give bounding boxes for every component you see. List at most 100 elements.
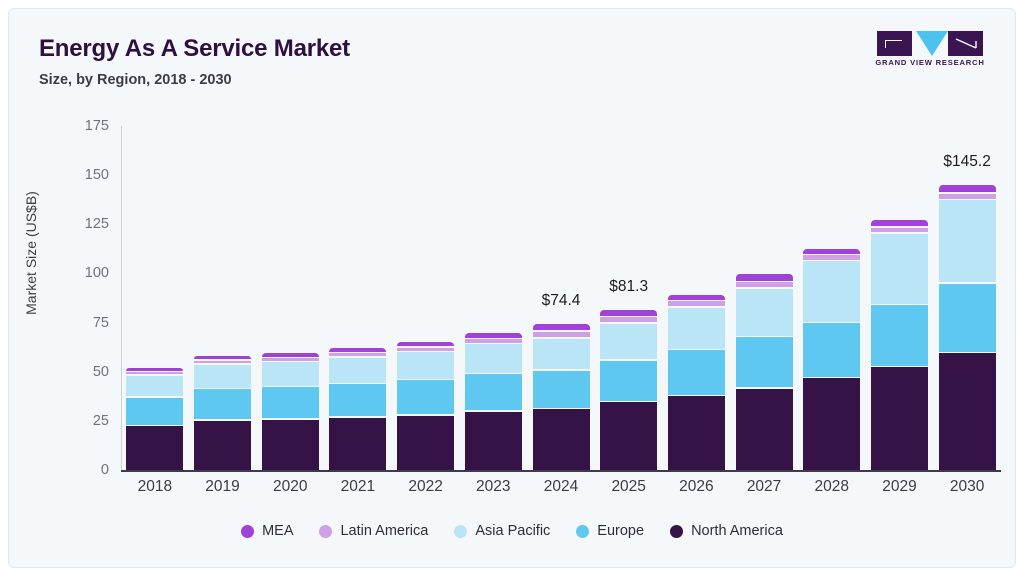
bar-segment[interactable]	[803, 248, 861, 254]
bar-segment[interactable]	[938, 353, 996, 470]
bar-group[interactable]: 2020	[261, 126, 319, 495]
bar-segment[interactable]	[735, 336, 793, 388]
bar-segment[interactable]	[735, 288, 793, 336]
bar-segment[interactable]	[938, 184, 996, 193]
bar-segment[interactable]	[735, 274, 793, 281]
bar-segment[interactable]	[329, 353, 387, 357]
bar-segment[interactable]	[600, 310, 658, 316]
bar-segment[interactable]	[600, 402, 658, 470]
bar-segment[interactable]	[938, 193, 996, 199]
bar-segment[interactable]	[329, 417, 387, 470]
bar-segment[interactable]	[464, 333, 522, 338]
legend-item[interactable]: North America	[670, 523, 783, 539]
bar-segment[interactable]	[938, 200, 996, 283]
bar-segment[interactable]	[126, 426, 184, 470]
bar-segment[interactable]	[600, 323, 658, 360]
bar-group[interactable]: 2023	[464, 126, 522, 495]
bar-segment[interactable]	[261, 419, 319, 470]
bar-segment[interactable]	[194, 389, 252, 420]
stacked-bar[interactable]	[735, 274, 793, 470]
stacked-bar[interactable]	[532, 323, 590, 470]
bar-group[interactable]: $74.4 2024	[532, 126, 590, 495]
stacked-bar[interactable]	[938, 184, 996, 470]
legend-item[interactable]: Europe	[576, 523, 644, 539]
legend-item[interactable]: Asia Pacific	[454, 523, 550, 539]
bar-segment[interactable]	[667, 301, 725, 307]
bar-segment[interactable]	[261, 358, 319, 361]
stacked-bar[interactable]	[600, 310, 658, 470]
bar-segment[interactable]	[735, 388, 793, 470]
stacked-bar[interactable]	[464, 333, 522, 470]
bar-group[interactable]: 2022	[397, 126, 455, 495]
legend-item[interactable]: Latin America	[319, 523, 428, 539]
bar-segment[interactable]	[397, 347, 455, 352]
bar-group[interactable]: 2021	[329, 126, 387, 495]
bar-segment[interactable]	[126, 372, 184, 375]
bar-segment[interactable]	[600, 360, 658, 402]
bar-segment[interactable]	[464, 338, 522, 343]
bar-segment[interactable]	[261, 352, 319, 357]
bar-group[interactable]: 2029	[870, 126, 928, 495]
bar-segment[interactable]	[938, 283, 996, 352]
legend-item[interactable]: MEA	[241, 523, 293, 539]
stacked-bar[interactable]	[194, 355, 252, 470]
bar-segment[interactable]	[803, 378, 861, 470]
bar-group[interactable]: $81.3 2025	[600, 126, 658, 495]
bar-segment[interactable]	[667, 396, 725, 470]
bar-segment[interactable]	[870, 227, 928, 233]
bar-group[interactable]: 2026	[667, 126, 725, 495]
bar-segment[interactable]	[194, 360, 252, 364]
bar-segment[interactable]	[870, 304, 928, 367]
stacked-bar[interactable]	[803, 248, 861, 470]
stacked-bar[interactable]	[397, 342, 455, 470]
bar-group[interactable]: $145.2 2030	[938, 126, 996, 495]
bar-group[interactable]: 2027	[735, 126, 793, 495]
bar-segment[interactable]	[261, 362, 319, 386]
bar-segment[interactable]	[464, 411, 522, 470]
bar-segment[interactable]	[532, 370, 590, 408]
bar-segment[interactable]	[329, 348, 387, 353]
stacked-bar[interactable]	[870, 220, 928, 470]
bar-segment[interactable]	[532, 409, 590, 470]
bar-segment[interactable]	[194, 420, 252, 470]
logo-text: GRAND VIEW RESEARCH	[875, 58, 985, 67]
bar-segment[interactable]	[126, 397, 184, 425]
y-axis-ticks: 0 25 50 75 100 125 150 175	[39, 118, 109, 478]
bar-segment[interactable]	[397, 415, 455, 470]
bar-segment[interactable]	[126, 375, 184, 397]
bar-segment[interactable]	[464, 374, 522, 411]
bar-segment[interactable]	[397, 352, 455, 379]
stacked-bar[interactable]	[126, 367, 184, 470]
bar-segment[interactable]	[600, 317, 658, 323]
bar-segment[interactable]	[194, 364, 252, 388]
bar-segment[interactable]	[397, 342, 455, 347]
bar-segment[interactable]	[532, 323, 590, 331]
bar-group[interactable]: 2028	[803, 126, 861, 495]
bar-segment[interactable]	[667, 294, 725, 300]
bar-segment[interactable]	[803, 323, 861, 378]
bar-segment[interactable]	[735, 281, 793, 288]
bar-group[interactable]: 2019	[194, 126, 252, 495]
bar-segment[interactable]	[397, 380, 455, 415]
bar-segment[interactable]	[870, 367, 928, 470]
bar-segment[interactable]	[532, 331, 590, 338]
bar-segment[interactable]	[126, 367, 184, 371]
stacked-bar[interactable]	[667, 294, 725, 470]
bar-segment[interactable]	[329, 383, 387, 417]
bar-segment[interactable]	[803, 255, 861, 260]
bar-segment[interactable]	[667, 307, 725, 349]
bar-segment[interactable]	[870, 220, 928, 227]
bar-segment[interactable]	[803, 261, 861, 322]
bar-segment[interactable]	[532, 338, 590, 370]
bar-segment[interactable]	[870, 233, 928, 304]
bar-group[interactable]: 2018	[126, 126, 184, 495]
bar-segment[interactable]	[329, 357, 387, 383]
y-axis-title: Market Size (US$B)	[23, 191, 39, 315]
bar-segment[interactable]	[261, 387, 319, 419]
stacked-bar[interactable]	[261, 352, 319, 470]
bar-segment[interactable]	[667, 349, 725, 395]
bar-segment[interactable]	[464, 344, 522, 373]
y-axis-tick-label: 50	[92, 363, 109, 380]
bar-segment[interactable]	[194, 355, 252, 360]
stacked-bar[interactable]	[329, 348, 387, 470]
